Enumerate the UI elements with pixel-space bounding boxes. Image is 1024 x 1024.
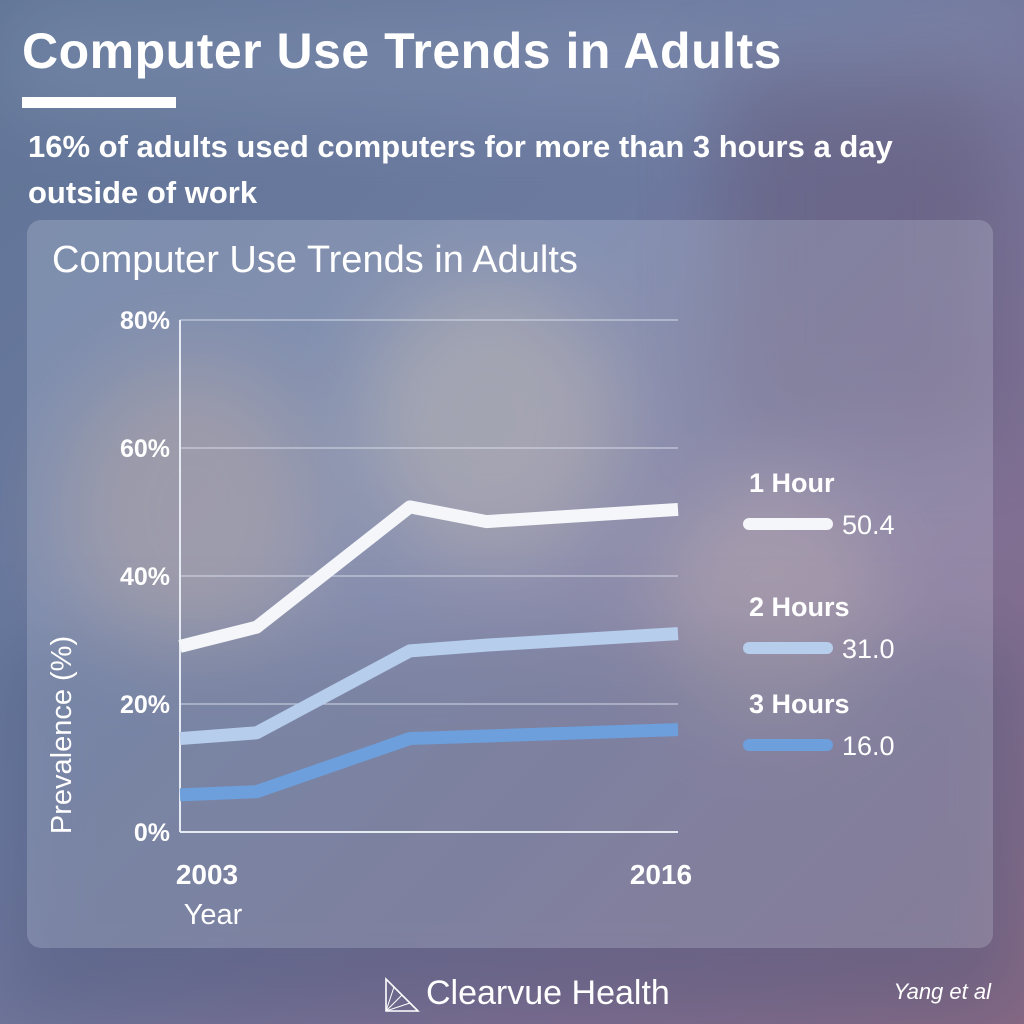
series-lines <box>178 500 679 802</box>
y-axis-label: Prevalence (%) <box>46 636 78 834</box>
y-tick-label: 60% <box>120 435 170 463</box>
y-tick-label: 40% <box>120 563 170 591</box>
chart-panel <box>27 220 993 948</box>
legend-value: 50.4 <box>842 510 895 540</box>
brand-name: Clearvue Health <box>426 973 670 1012</box>
y-tick-label: 20% <box>120 691 170 719</box>
gridlines <box>180 319 678 705</box>
series-line-3 <box>179 723 679 802</box>
series-line-2 <box>179 627 679 746</box>
page-subtitle: 16% of adults used computers for more th… <box>28 129 893 210</box>
y-tick-label: 80% <box>120 307 170 335</box>
brand-logo: Clearvue Health <box>384 970 670 1016</box>
title-underline <box>22 97 176 108</box>
page-title: Computer Use Trends in Adults <box>22 23 782 79</box>
source-credit: Yang et al <box>893 979 991 1004</box>
chart-title: Computer Use Trends in Adults <box>52 239 578 281</box>
series-line-1 <box>178 500 679 653</box>
legend-label: 1 Hour <box>749 468 835 498</box>
background-photo-couch <box>0 640 1024 1020</box>
axes <box>179 320 678 833</box>
legend-value: 16.0 <box>842 731 895 761</box>
legend-label: 2 Hours <box>749 592 850 622</box>
legend-value: 31.0 <box>842 634 895 664</box>
clearvue-logo-icon <box>385 977 420 1012</box>
x-tick-label: 2003 <box>176 859 238 890</box>
background-photo-doorway <box>720 60 1000 440</box>
legend-label: 3 Hours <box>749 689 850 719</box>
y-tick-label: 0% <box>134 819 170 847</box>
tick-labels: 0% 20% 40% 60% 80% 2003 2016 <box>120 307 692 890</box>
x-axis-label: Year <box>184 899 243 931</box>
x-tick-label: 2016 <box>630 859 692 890</box>
